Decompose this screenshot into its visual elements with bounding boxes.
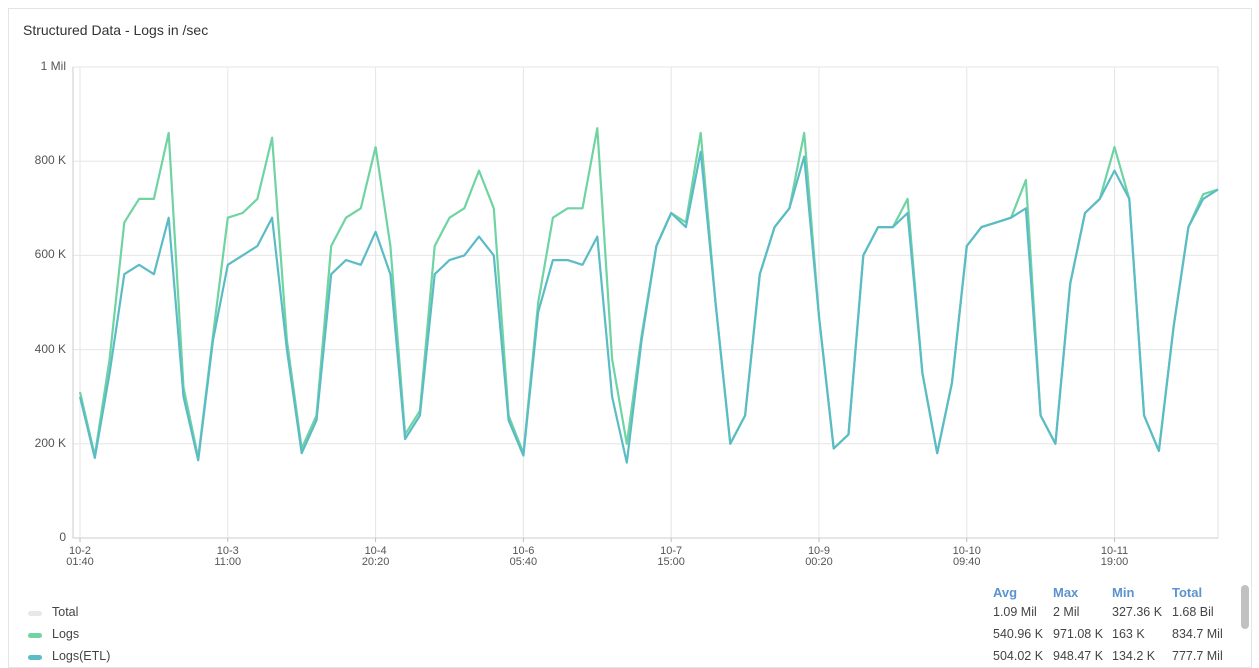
legend-label: Total xyxy=(52,605,79,619)
x-tick-label: 10-6 05:40 xyxy=(509,545,538,568)
stats-cell: 777.7 Mil xyxy=(1172,649,1223,663)
x-tick-label: 10-11 19:00 xyxy=(1100,545,1129,568)
stats-cell: 163 K xyxy=(1112,627,1145,641)
scrollbar[interactable] xyxy=(1241,585,1249,629)
stats-cell: 540.96 K xyxy=(993,627,1044,641)
x-tick-label: 10-4 20:20 xyxy=(361,545,390,568)
x-tick-label: 10-9 00:20 xyxy=(805,545,833,568)
legend-label: Logs xyxy=(52,627,80,641)
legend-swatch[interactable] xyxy=(28,655,42,660)
stats-cell: 948.47 K xyxy=(1053,649,1104,663)
series-line xyxy=(78,150,1219,464)
y-tick-label: 1 Mil xyxy=(40,59,66,73)
stats-header: Max xyxy=(1053,585,1079,600)
stats-cell: 1.09 Mil xyxy=(993,605,1037,619)
x-tick-label: 10-3 11:00 xyxy=(214,545,242,568)
stats-cell: 971.08 K xyxy=(1053,627,1104,641)
stats-cell: 2 Mil xyxy=(1053,605,1080,619)
x-tick-label: 10-10 09:40 xyxy=(952,545,981,568)
x-tick-label: 10-7 15:00 xyxy=(657,545,685,568)
plot-frame xyxy=(72,66,1219,539)
stats-header: Min xyxy=(1112,585,1135,600)
legend-swatch[interactable] xyxy=(28,611,42,616)
stats-cell: 134.2 K xyxy=(1112,649,1156,663)
stats-header: Total xyxy=(1172,585,1203,600)
stats-cell: 834.7 Mil xyxy=(1172,627,1223,641)
stats-header: Avg xyxy=(993,585,1018,600)
y-tick-label: 800 K xyxy=(34,153,66,168)
legend-swatch[interactable] xyxy=(28,633,42,638)
chart-title: Structured Data - Logs in /sec xyxy=(23,22,209,38)
stats-cell: 1.68 Bil xyxy=(1172,605,1214,619)
y-tick-label: 200 K xyxy=(34,435,66,450)
y-tick-label: 400 K xyxy=(34,341,66,356)
legend-label: Logs(ETL) xyxy=(52,649,111,663)
x-tick-label: 10-2 01:40 xyxy=(66,545,94,568)
stats-cell: 504.02 K xyxy=(993,649,1044,663)
stats-cell: 327.36 K xyxy=(1112,605,1163,619)
y-tick-label: 600 K xyxy=(34,247,66,262)
y-tick-label: 0 xyxy=(59,530,66,544)
